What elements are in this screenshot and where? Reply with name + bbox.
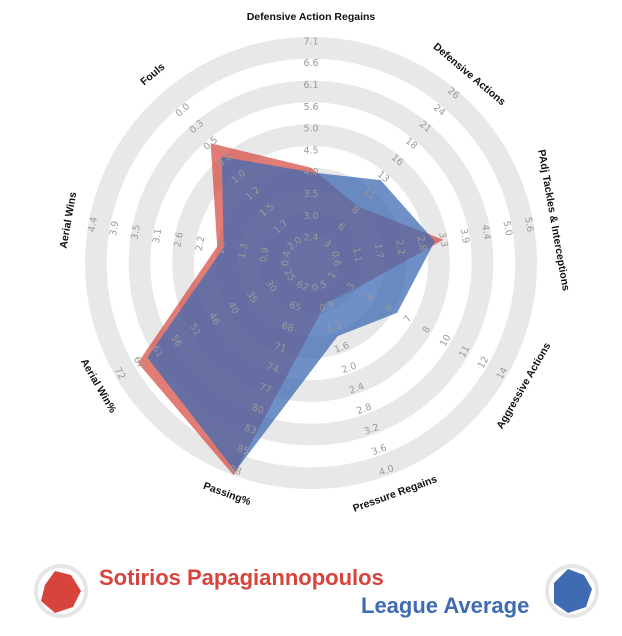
tick-label: 4.0 [303,167,318,178]
tick-label: 10 [438,333,454,349]
tick-label: 83 [243,423,258,437]
tick-label: 3.6 [370,443,388,459]
player-badge-icon [34,564,88,618]
tick-label: 67 [131,355,147,371]
grid-ring [106,58,516,468]
tick-label: 1.3 [237,243,250,260]
tick-label: 2.2 [393,239,406,256]
tick-label: 61 [150,344,166,360]
tick-label: 3.5 [303,189,318,200]
tick-label: 40 [225,300,241,316]
tick-label: 7 [402,314,415,325]
tick-label: 62 [295,279,310,293]
tick-label: 1.3 [325,320,343,336]
tick-label: 12 [476,355,492,371]
axis-label: Aerial Wins [58,191,80,249]
tick-labels: 2.43.03.54.04.55.05.66.16.67.13681113161… [87,36,536,478]
tick-label: 1 [326,270,339,281]
tick-label: 1.7 [215,239,228,256]
tick-label: 4.0 [378,463,396,479]
legend-average-name: League Average [361,593,530,618]
tick-label: 2.0 [340,361,358,377]
tick-label: 2.8 [355,402,373,418]
tick-label: 2.2 [194,235,207,252]
tick-label: 85 [235,443,250,457]
tick-label: 3.1 [151,228,164,245]
tick-label: 0.6 [329,250,342,267]
tick-label: 0.4 [280,250,293,267]
tick-label: 2.4 [303,233,318,244]
average-series-polygon [147,156,435,472]
tick-label: 51 [187,322,203,338]
grid-ring [128,80,494,446]
average-badge-icon [545,564,599,618]
tick-label: 4.5 [303,145,318,156]
tick-label: 3.0 [303,211,318,222]
tick-label: 35 [244,289,260,305]
tick-label: 7.1 [303,36,318,47]
tick-label: 4.4 [479,224,492,241]
tick-label: 5.6 [303,102,318,113]
tick-label: 3 [321,238,333,250]
tick-label: 1.1 [350,247,363,264]
tick-label: 11 [457,344,473,360]
tick-label: 5.6 [522,216,535,233]
tick-label: 6.6 [303,58,318,69]
axis-label: Defensive Action Regains [247,11,376,23]
tick-label: 0.9 [258,247,271,264]
axis-label: Passing% [202,480,253,508]
tick-label: 88 [228,464,243,478]
tick-label: 2.4 [348,381,366,397]
grid-ring [150,102,472,424]
legend-player-name: Sotirios Papagiannopoulos [99,565,384,590]
series-polygons [137,143,444,476]
tick-label: 3.3 [436,231,449,248]
tick-label: 46 [206,311,222,327]
tick-label: 6.1 [303,80,318,91]
tick-label: 8 [349,204,361,216]
radar-chart: 2.43.03.54.04.55.05.66.16.67.13681113161… [58,11,572,515]
tick-label: 6 [335,221,347,233]
tick-label: 2.8 [415,235,428,252]
tick-label: 4.4 [87,216,100,233]
tick-label: 6 [383,303,396,314]
tick-label: 68 [280,320,295,334]
tick-label: 5.0 [501,220,514,237]
tick-label: 3.5 [129,224,142,241]
tick-label: 71 [273,341,288,355]
tick-label: 3.2 [363,422,381,438]
tick-label: 3.9 [108,220,121,237]
tick-label: 2.6 [172,231,185,248]
tick-label: 3 [345,281,358,292]
tick-label: 72 [112,366,128,382]
tick-label: 74 [265,361,280,375]
tick-label: 0.5 [311,279,329,295]
tick-label: 56 [168,333,184,349]
tick-label: 80 [250,402,265,416]
tick-label: 1.6 [333,340,351,356]
tick-label: 30 [263,278,279,294]
tick-label: 25 [282,267,298,283]
grid-ring [84,36,538,490]
tick-label: 65 [287,300,302,314]
axis-label: Fouls [138,61,167,88]
tick-label: 8 [421,325,434,336]
tick-label: 0.9 [318,299,336,315]
tick-label: 3.9 [458,228,471,245]
tick-label: 4 [364,292,377,303]
tick-label: 77 [258,382,273,396]
tick-label: 1.7 [372,243,385,260]
tick-label: 5.0 [303,124,318,135]
grid-ring [172,124,450,402]
tick-label: 14 [495,366,511,382]
axis-label: PAdj Tackles & Interceptions [535,149,572,292]
